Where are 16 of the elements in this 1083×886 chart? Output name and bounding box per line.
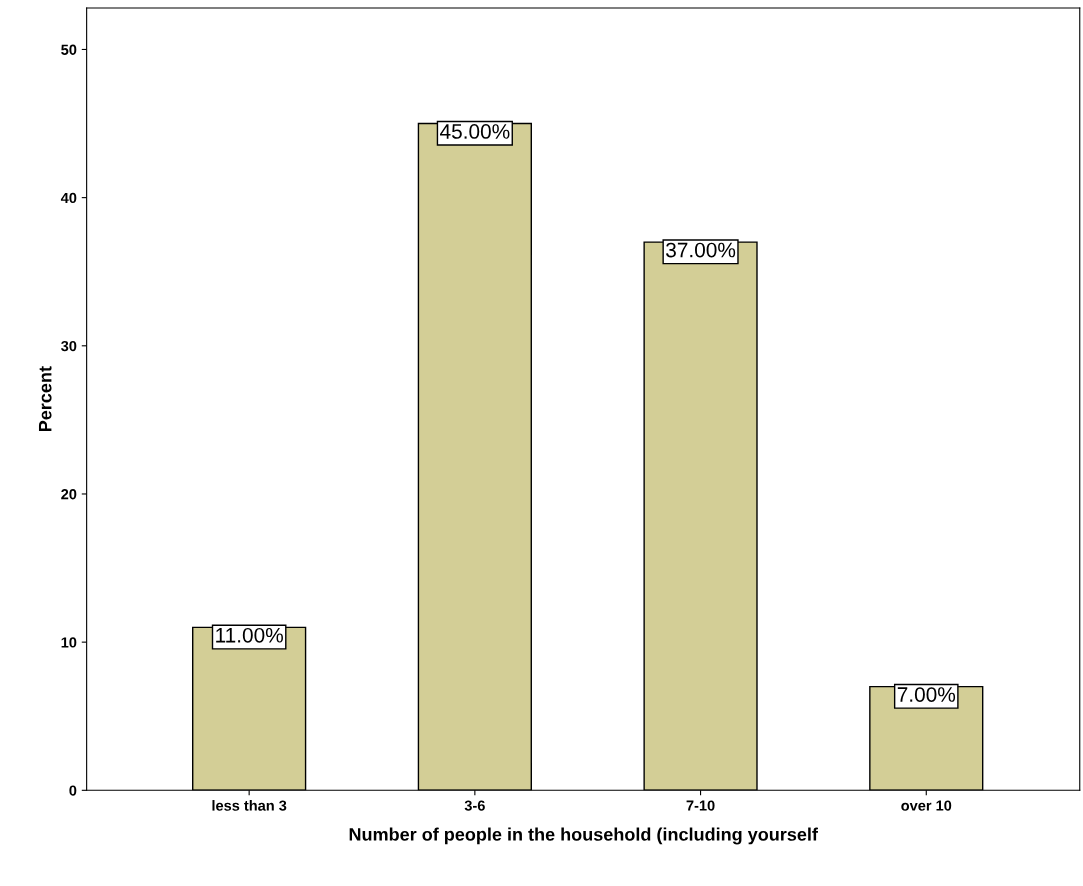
x-axis-title: Number of people in the household (including yourself bbox=[349, 827, 818, 845]
y-tick-label: 50 bbox=[61, 44, 77, 55]
x-tick-label: over 10 bbox=[901, 800, 952, 811]
y-tick-label: 40 bbox=[60, 192, 77, 204]
data-label: 11.00% bbox=[216, 627, 283, 643]
data-label: 45.00% bbox=[440, 124, 510, 139]
x-tick-label: 7-10 bbox=[686, 800, 715, 811]
y-axis-title: Percent bbox=[38, 366, 52, 432]
x-tick-label: less than 3 bbox=[212, 800, 287, 811]
data-label: 37.00% bbox=[666, 242, 736, 258]
y-tick-label: 20 bbox=[61, 489, 77, 500]
y-tick-label: 0 bbox=[69, 785, 77, 796]
data-label: 7.00% bbox=[897, 687, 956, 702]
y-tick-label: 30 bbox=[61, 340, 77, 352]
y-tick-label: 10 bbox=[61, 637, 77, 648]
x-tick-label: 3-6 bbox=[464, 800, 485, 811]
